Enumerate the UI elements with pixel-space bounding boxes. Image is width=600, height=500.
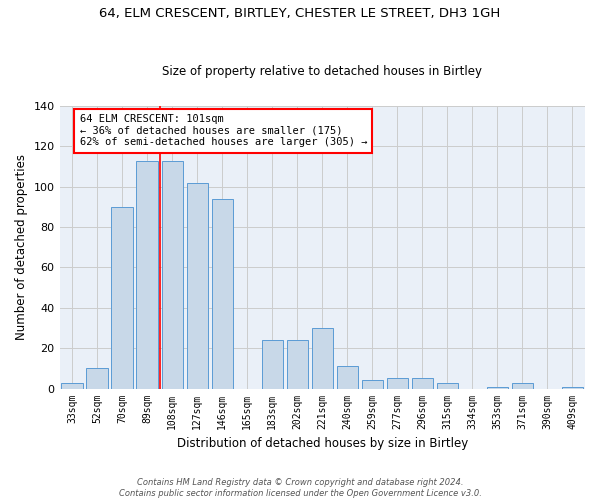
Bar bbox=[262, 340, 283, 388]
Bar bbox=[437, 382, 458, 388]
Bar bbox=[412, 378, 433, 388]
Bar bbox=[487, 386, 508, 388]
Text: 64, ELM CRESCENT, BIRTLEY, CHESTER LE STREET, DH3 1GH: 64, ELM CRESCENT, BIRTLEY, CHESTER LE ST… bbox=[100, 8, 500, 20]
Bar bbox=[112, 207, 133, 388]
Bar bbox=[387, 378, 408, 388]
Bar bbox=[212, 199, 233, 388]
X-axis label: Distribution of detached houses by size in Birtley: Distribution of detached houses by size … bbox=[176, 437, 468, 450]
Bar bbox=[337, 366, 358, 388]
Bar bbox=[562, 386, 583, 388]
Bar bbox=[161, 160, 183, 388]
Bar bbox=[512, 382, 533, 388]
Text: 64 ELM CRESCENT: 101sqm
← 36% of detached houses are smaller (175)
62% of semi-d: 64 ELM CRESCENT: 101sqm ← 36% of detache… bbox=[80, 114, 367, 148]
Y-axis label: Number of detached properties: Number of detached properties bbox=[15, 154, 28, 340]
Bar bbox=[61, 382, 83, 388]
Bar bbox=[311, 328, 333, 388]
Bar bbox=[287, 340, 308, 388]
Bar bbox=[86, 368, 108, 388]
Title: Size of property relative to detached houses in Birtley: Size of property relative to detached ho… bbox=[162, 66, 482, 78]
Text: Contains HM Land Registry data © Crown copyright and database right 2024.
Contai: Contains HM Land Registry data © Crown c… bbox=[119, 478, 481, 498]
Bar bbox=[136, 160, 158, 388]
Bar bbox=[187, 182, 208, 388]
Bar bbox=[362, 380, 383, 388]
